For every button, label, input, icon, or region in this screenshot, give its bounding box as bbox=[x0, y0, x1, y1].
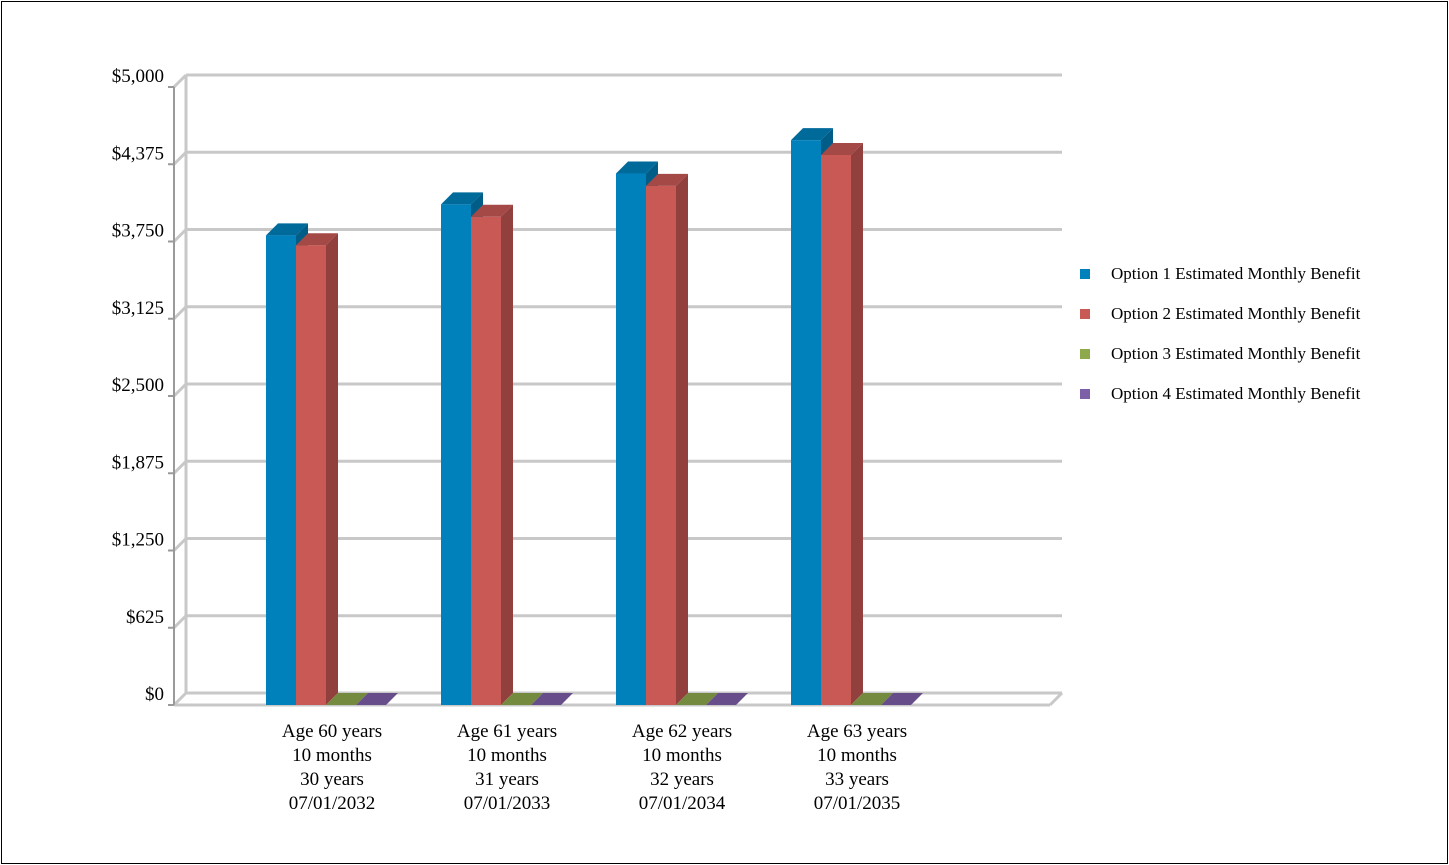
bar-top bbox=[676, 693, 718, 705]
y-tick-label: $3,125 bbox=[112, 298, 164, 319]
bar bbox=[326, 693, 368, 705]
legend: Option 1 Estimated Monthly Benefit Option… bbox=[1070, 260, 1360, 420]
bar-top bbox=[851, 693, 893, 705]
bar-side bbox=[326, 233, 338, 705]
legend-item: Option 1 Estimated Monthly Benefit bbox=[1070, 260, 1360, 288]
bar-top bbox=[821, 142, 863, 155]
y-tick-label: $0 bbox=[145, 684, 164, 705]
y-tick-label: $625 bbox=[126, 607, 164, 628]
bar-front bbox=[646, 185, 676, 705]
bar bbox=[356, 693, 398, 705]
x-category-label: Age 60 years 10 months 30 years 07/01/2032 bbox=[282, 721, 382, 814]
bar bbox=[501, 693, 543, 705]
x-category-label: Age 63 years 10 months 33 years 07/01/2035 bbox=[807, 721, 907, 814]
bar-front bbox=[616, 173, 646, 705]
bar-top bbox=[266, 223, 308, 236]
x-category-label: Age 61 years 10 months 31 years 07/01/2033 bbox=[457, 721, 557, 814]
gridline-side bbox=[172, 73, 188, 89]
floor-right-edge bbox=[1048, 691, 1064, 707]
bar bbox=[821, 142, 863, 706]
gridline-side bbox=[172, 460, 188, 475]
bar-front bbox=[296, 245, 326, 705]
gridline-side bbox=[172, 691, 188, 707]
bar-side bbox=[676, 173, 688, 705]
bar-top bbox=[531, 693, 573, 705]
bar bbox=[296, 233, 338, 705]
x-axis-labels: Age 60 years 10 months 30 years 07/01/2032 A… bbox=[282, 721, 907, 814]
bar-side bbox=[851, 142, 863, 706]
y-tick-label: $4,375 bbox=[112, 143, 164, 164]
bar bbox=[676, 693, 718, 705]
legend-label: Option 1 Estimated Monthly Benefit bbox=[1111, 264, 1361, 283]
x-category-label: Age 62 years 10 months 32 years 07/01/2034 bbox=[632, 721, 732, 814]
legend-label: Option 2 Estimated Monthly Benefit bbox=[1111, 304, 1361, 323]
bar-front bbox=[266, 235, 296, 705]
bar-top bbox=[441, 192, 483, 205]
bar-front bbox=[791, 140, 821, 705]
gridline-side bbox=[172, 151, 188, 166]
bar-top bbox=[706, 693, 748, 705]
legend-swatch bbox=[1080, 309, 1090, 319]
gridline-side bbox=[172, 382, 188, 398]
bar bbox=[881, 693, 923, 705]
bar-top bbox=[501, 693, 543, 705]
legend-swatch bbox=[1080, 389, 1090, 399]
bar bbox=[706, 693, 748, 705]
bar-top bbox=[326, 693, 368, 705]
bars bbox=[266, 128, 923, 706]
bar-top bbox=[296, 233, 338, 246]
bar-top bbox=[646, 173, 688, 186]
bar-front bbox=[821, 154, 851, 706]
bar-top bbox=[471, 204, 513, 217]
bar bbox=[471, 204, 513, 705]
bar-top bbox=[356, 693, 398, 705]
bar-top bbox=[791, 128, 833, 141]
gridline-side bbox=[172, 614, 188, 629]
gridline-side bbox=[172, 228, 188, 243]
bar-side bbox=[501, 204, 513, 705]
gridline-side bbox=[172, 305, 188, 320]
bar-top bbox=[616, 161, 658, 174]
legend-item: Option 4 Estimated Monthly Benefit bbox=[1070, 380, 1360, 408]
y-tick-label: $1,250 bbox=[112, 530, 164, 551]
bar-top bbox=[881, 693, 923, 705]
y-tick-label: $3,750 bbox=[112, 221, 164, 242]
legend-swatch bbox=[1080, 349, 1090, 359]
bar bbox=[851, 693, 893, 705]
bar-front bbox=[471, 216, 501, 705]
legend-label: Option 3 Estimated Monthly Benefit bbox=[1111, 344, 1361, 363]
bar bbox=[646, 173, 688, 705]
legend-item: Option 2 Estimated Monthly Benefit bbox=[1070, 300, 1360, 328]
y-tick-label: $1,875 bbox=[112, 452, 164, 473]
y-tick-label: $2,500 bbox=[112, 375, 164, 396]
y-axis: $0 $625 $1,250 $1,875 $2,500 $3,125 $3,750 $4,3… bbox=[112, 66, 175, 706]
legend-label: Option 4 Estimated Monthly Benefit bbox=[1111, 384, 1361, 403]
legend-swatch bbox=[1080, 269, 1090, 279]
bar-front bbox=[441, 204, 471, 706]
legend-item: Option 3 Estimated Monthly Benefit bbox=[1070, 340, 1360, 368]
y-tick-label: $5,000 bbox=[112, 66, 164, 87]
gridline-side bbox=[172, 537, 188, 552]
bar bbox=[531, 693, 573, 705]
